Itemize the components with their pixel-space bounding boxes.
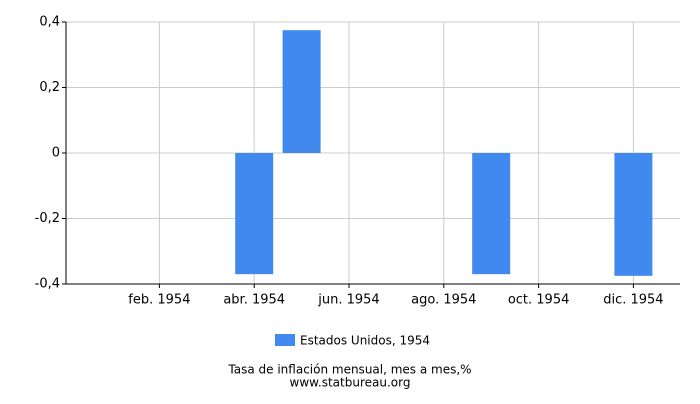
- bar: [472, 153, 511, 275]
- y-tick-label: 0,2: [39, 80, 60, 95]
- x-tick-label: abr. 1954: [223, 293, 285, 308]
- x-tick-label: feb. 1954: [128, 293, 190, 308]
- legend-swatch: [275, 334, 295, 346]
- bar: [614, 153, 653, 276]
- legend-label: Estados Unidos, 1954: [300, 334, 430, 348]
- x-tick-label: jun. 1954: [317, 293, 379, 308]
- bar: [282, 30, 321, 153]
- chart-title: Tasa de inflación mensual, mes a mes,%: [227, 363, 471, 377]
- x-tick-label: dic. 1954: [603, 293, 663, 308]
- y-tick-label: 0,4: [39, 15, 60, 30]
- source: www.statbureau.org: [290, 376, 411, 390]
- x-tick-label: oct. 1954: [508, 293, 570, 308]
- bar: [235, 153, 274, 275]
- y-tick-label: -0,2: [35, 211, 60, 226]
- y-tick-label: 0: [52, 146, 60, 161]
- x-tick-label: ago. 1954: [411, 293, 476, 308]
- y-tick-label: -0,4: [35, 277, 60, 292]
